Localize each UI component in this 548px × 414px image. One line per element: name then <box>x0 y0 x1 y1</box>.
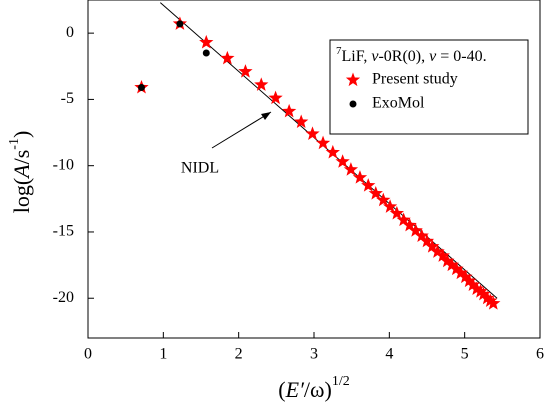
point <box>480 290 495 305</box>
x-axis-label: (E′/ω)1/2 <box>278 374 349 402</box>
legend-title: 7LiF, v-0R(0), v = 0-40. <box>336 45 487 65</box>
x-tick-label: 5 <box>461 346 469 363</box>
point <box>483 293 498 307</box>
point <box>176 20 184 28</box>
point <box>368 186 383 200</box>
point <box>238 64 253 78</box>
point <box>435 248 450 262</box>
point <box>376 192 391 207</box>
point <box>382 199 398 213</box>
point <box>305 126 320 140</box>
point <box>444 257 459 272</box>
y-tick-label: 0 <box>66 24 74 41</box>
legend-box <box>329 39 529 135</box>
point <box>469 281 484 296</box>
point <box>294 114 309 129</box>
x-tick-label: 0 <box>84 346 92 363</box>
point <box>419 233 435 248</box>
y-tick-label: -10 <box>53 156 74 173</box>
point <box>335 154 350 168</box>
point <box>389 205 404 220</box>
point <box>137 83 145 91</box>
point <box>414 228 429 242</box>
point <box>396 212 411 227</box>
legend-label: Present study <box>372 71 458 88</box>
point <box>425 239 440 253</box>
point <box>473 284 488 298</box>
x-tick-label: 4 <box>385 346 393 363</box>
point <box>343 162 359 176</box>
point <box>220 50 235 65</box>
point <box>440 253 455 268</box>
point <box>486 296 501 310</box>
point <box>453 265 469 280</box>
x-tick-label: 6 <box>536 346 544 363</box>
point <box>458 269 473 284</box>
annotation: NIDL <box>181 160 219 177</box>
point <box>449 261 464 276</box>
y-tick-label: -20 <box>53 289 74 306</box>
legend-marker <box>345 72 361 87</box>
point <box>315 135 331 150</box>
point <box>402 217 417 232</box>
point <box>352 170 368 184</box>
y-axis-label: log(A/s-1) <box>7 131 34 214</box>
x-tick-label: 3 <box>310 346 318 363</box>
point <box>254 77 269 91</box>
point <box>462 273 477 288</box>
y-tick-label: -5 <box>61 90 74 107</box>
legend-label: ExoMol <box>372 95 425 112</box>
point <box>465 277 481 292</box>
x-tick-label: 1 <box>159 346 167 363</box>
point <box>199 34 214 49</box>
point <box>325 144 340 159</box>
point <box>282 103 297 118</box>
point <box>430 244 445 258</box>
legend-marker <box>349 100 357 108</box>
annotation-arrowhead <box>261 112 271 120</box>
point <box>361 178 376 192</box>
point <box>268 90 283 105</box>
annotation-arrow <box>211 111 272 149</box>
point <box>408 223 423 237</box>
x-tick-label: 2 <box>235 346 243 363</box>
y-tick-label: -15 <box>53 223 74 240</box>
point <box>476 286 491 301</box>
point <box>202 49 210 57</box>
